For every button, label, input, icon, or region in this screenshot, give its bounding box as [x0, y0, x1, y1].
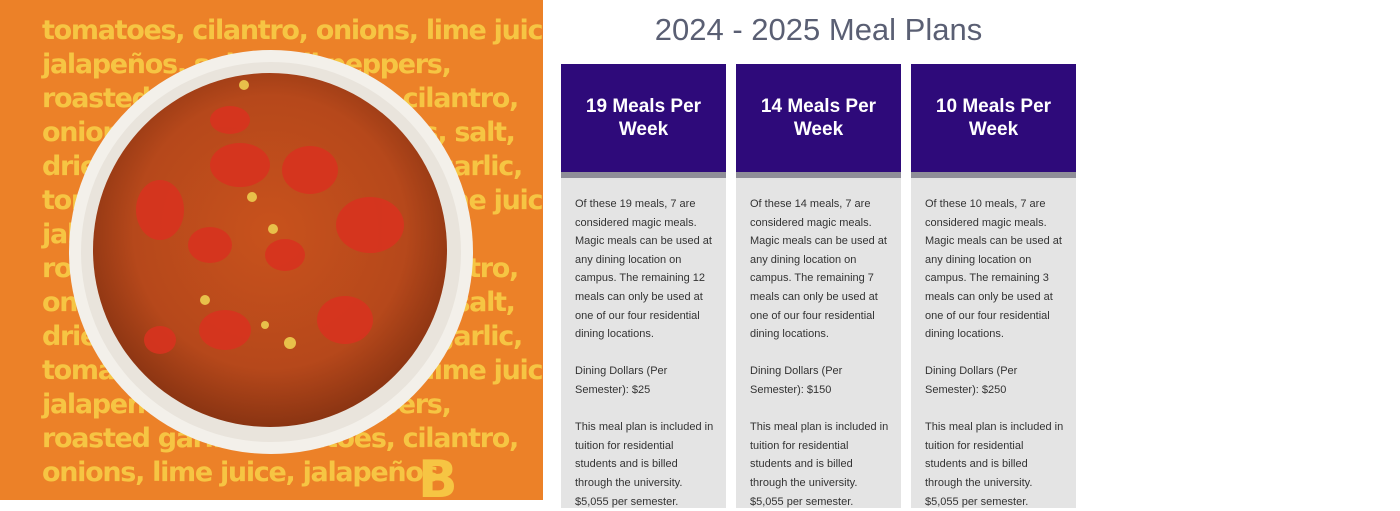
- stripe: [911, 172, 1076, 178]
- page: tomatoes, cilantro, onions, lime juice, j…: [0, 0, 1076, 508]
- plan-body: Of these 14 meals, 7 are considered magi…: [736, 178, 901, 508]
- plan-card: 10 Meals Per Week Of these 10 meals, 7 ar…: [911, 64, 1076, 508]
- plan-details: Of these 14 meals, 7 are considered magi…: [750, 198, 887, 341]
- logo: B: [418, 450, 458, 500]
- plan-body: Of these 19 meals, 7 are considered magi…: [561, 178, 726, 508]
- plan-dining: Dining Dollars (Per Semester): $25: [575, 365, 668, 396]
- plan-name: 10 Meals Per Week: [911, 64, 1076, 172]
- plan-name: 14 Meals Per Week: [736, 64, 901, 172]
- plan-card: 14 Meals Per Week Of these 14 meals, 7 ar…: [736, 64, 901, 508]
- plan-billing: This meal plan is included in tuition fo…: [750, 421, 889, 508]
- plan-dining: Dining Dollars (Per Semester): $150: [750, 365, 843, 396]
- plan-card: 19 Meals Per Week Of these 19 meals, 7 ar…: [561, 64, 726, 508]
- plan-billing: This meal plan is included in tuition fo…: [925, 421, 1064, 508]
- plan-dining: Dining Dollars (Per Semester): $250: [925, 365, 1018, 396]
- plan-name: 19 Meals Per Week: [561, 64, 726, 172]
- plan-details: Of these 19 meals, 7 are considered magi…: [575, 198, 712, 341]
- hero-image: tomatoes, cilantro, onions, lime juice, j…: [0, 0, 543, 500]
- page-title: 2024 - 2025 Meal Plans: [654, 12, 983, 47]
- stripe: [561, 172, 726, 178]
- plan-body: Of these 10 meals, 7 are considered magi…: [911, 178, 1076, 508]
- salsa-bowl: [69, 50, 473, 454]
- plan-details: Of these 10 meals, 7 are considered magi…: [925, 198, 1062, 341]
- hero-line: tomatoes, cilantro, onions, lime juice,: [42, 15, 543, 46]
- stripe: [736, 172, 901, 178]
- plan-billing: This meal plan is included in tuition fo…: [575, 421, 714, 508]
- hero-line: onions, lime juice, jalapeños: [42, 457, 439, 488]
- plan-cards: 19 Meals Per Week Of these 19 meals, 7 ar…: [561, 64, 1076, 508]
